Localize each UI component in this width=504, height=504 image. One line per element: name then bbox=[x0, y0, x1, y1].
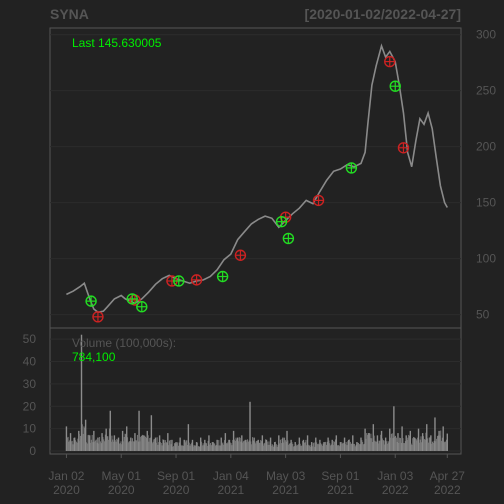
volume-panel-frame bbox=[49, 327, 462, 455]
volume-last-value: 784,100 bbox=[72, 350, 116, 364]
sell-signal-marker bbox=[92, 311, 104, 323]
x-tick-year: 2020 bbox=[163, 483, 190, 497]
x-tick-label: Jan 04 bbox=[213, 469, 249, 483]
buy-signal-marker bbox=[85, 295, 97, 307]
buy-signal-marker bbox=[389, 80, 401, 92]
buy-signal-marker bbox=[216, 270, 229, 283]
x-tick-year: 2022 bbox=[434, 483, 461, 497]
price-tick-label: 150 bbox=[476, 196, 496, 210]
x-tick-year: 2021 bbox=[217, 483, 244, 497]
volume-tick-label: 0 bbox=[29, 444, 36, 458]
price-series bbox=[66, 43, 449, 314]
volume-label: Volume (100,000s): bbox=[72, 336, 176, 350]
volume-tick-label: 20 bbox=[23, 399, 37, 413]
sell-signal-marker bbox=[397, 142, 410, 154]
volume-axis: 0 10 20 30 40 50 bbox=[23, 332, 37, 458]
price-tick-label: 300 bbox=[476, 28, 496, 42]
volume-tick-label: 40 bbox=[23, 355, 37, 369]
x-tick-label: May 01 bbox=[102, 469, 142, 483]
x-tick-label: Apr 27 bbox=[430, 469, 466, 483]
price-axis: 50 100 150 200 250 300 bbox=[476, 28, 496, 322]
volume-tick-label: 10 bbox=[23, 422, 37, 436]
volume-bars bbox=[65, 334, 448, 451]
x-tick-label: Jan 02 bbox=[48, 469, 84, 483]
volume-tick-label: 50 bbox=[23, 332, 37, 346]
volume-tick-label: 30 bbox=[23, 377, 37, 391]
date-range-title: [2020-01-02/2022-04-27] bbox=[305, 6, 461, 22]
last-price-label: Last 145.630005 bbox=[72, 36, 162, 50]
sell-signal-marker bbox=[384, 55, 396, 68]
sell-signal-marker bbox=[234, 249, 247, 261]
buy-signal-marker bbox=[126, 293, 138, 305]
price-line bbox=[66, 43, 449, 314]
buy-signal-marker bbox=[136, 301, 148, 313]
buy-signal-marker bbox=[345, 162, 358, 174]
symbol-title: SYNA bbox=[50, 6, 89, 22]
sell-signal-marker bbox=[312, 194, 325, 207]
price-tick-label: 200 bbox=[476, 140, 496, 154]
x-tick-label: Jan 03 bbox=[377, 469, 413, 483]
buy-signal-marker bbox=[173, 275, 185, 287]
x-tick-year: 2022 bbox=[382, 483, 409, 497]
price-grid bbox=[50, 34, 461, 316]
x-tick-label: Sep 01 bbox=[157, 469, 195, 483]
x-tick-year: 2021 bbox=[272, 483, 299, 497]
x-tick-label: May 03 bbox=[266, 469, 306, 483]
x-tick-year: 2020 bbox=[108, 483, 135, 497]
sell-signal-marker bbox=[190, 274, 203, 286]
x-tick-label: Sep 01 bbox=[321, 469, 359, 483]
price-tick-label: 100 bbox=[476, 252, 496, 266]
buy-signal-marker bbox=[275, 215, 288, 228]
trade-signals bbox=[85, 55, 410, 323]
buy-signal-marker bbox=[282, 232, 295, 245]
price-tick-label: 250 bbox=[476, 84, 496, 98]
x-tick-year: 2021 bbox=[327, 483, 354, 497]
price-tick-label: 50 bbox=[476, 308, 490, 322]
x-tick-year: 2020 bbox=[53, 483, 80, 497]
